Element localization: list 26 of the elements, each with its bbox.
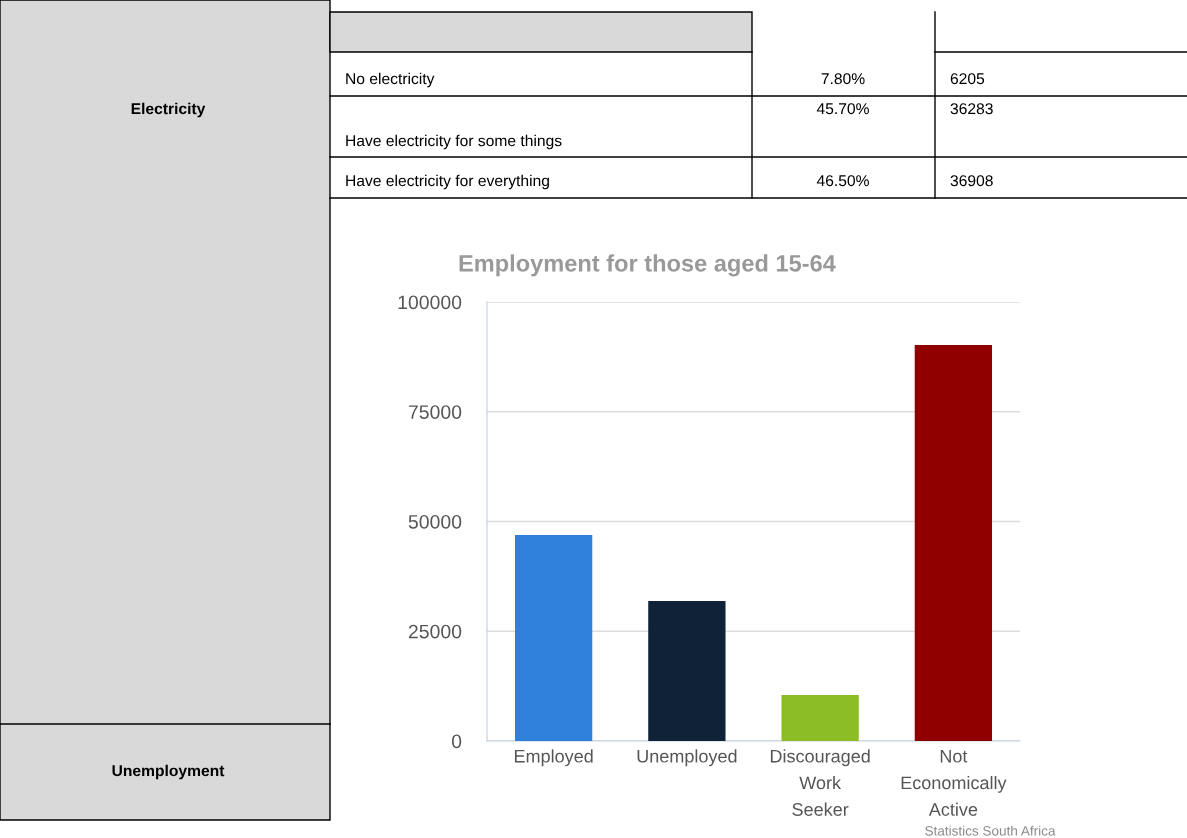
text: 36908 — [950, 175, 993, 187]
text: 36283 — [950, 103, 993, 115]
x-tick-label: Unemployed — [637, 749, 737, 767]
text: Statistics South Africa — [925, 825, 1056, 836]
text: 45.70% — [816, 103, 869, 115]
x-tick-label: Not Economically Active — [901, 750, 1007, 816]
text: Have electricity for some things — [346, 134, 562, 150]
bar — [514, 535, 593, 741]
bar — [781, 694, 859, 741]
text: Have electricity for everything — [346, 174, 549, 190]
text: Electricity — [131, 102, 206, 118]
y-tick-label: 25000 — [408, 624, 462, 639]
text: 46.50% — [816, 175, 869, 187]
x-tick-label: Discouraged Work Seeker — [770, 749, 870, 816]
x-tick-label: Employed — [514, 749, 593, 767]
text: 7.80% — [821, 73, 865, 85]
y-tick-label: 100000 — [398, 295, 462, 310]
chart-title: Employment for those aged 15-64 — [459, 254, 836, 277]
y-tick-label: 75000 — [408, 405, 462, 419]
y-tick-label: 0 — [451, 734, 462, 749]
text: 6205 — [950, 73, 985, 85]
bar — [914, 345, 993, 741]
text: Unemployment — [112, 764, 225, 780]
y-tick-label: 50000 — [408, 514, 462, 529]
bar — [648, 600, 726, 741]
text: No electricity — [346, 72, 435, 88]
